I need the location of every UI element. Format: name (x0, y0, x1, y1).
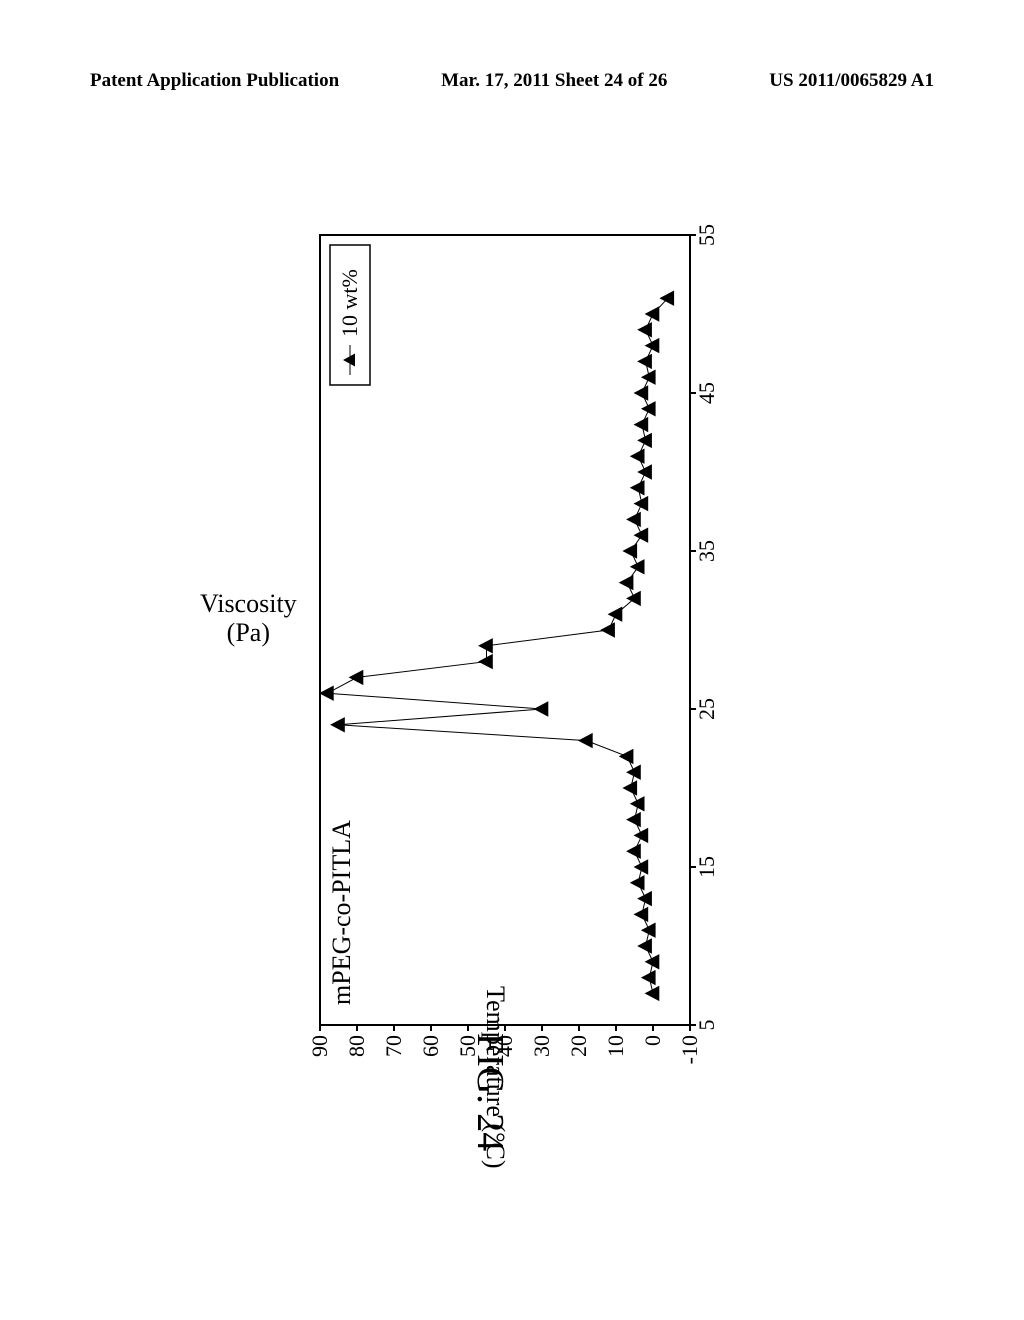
svg-text:0: 0 (640, 1035, 665, 1046)
svg-text:20: 20 (566, 1035, 591, 1057)
svg-text:10: 10 (603, 1035, 628, 1057)
svg-text:35: 35 (694, 540, 719, 562)
header-center: Mar. 17, 2011 Sheet 24 of 26 (441, 70, 667, 92)
svg-text:-10: -10 (677, 1035, 702, 1064)
svg-text:10 wt%: 10 wt% (337, 269, 362, 337)
svg-text:15: 15 (694, 856, 719, 878)
svg-text:30: 30 (529, 1035, 554, 1057)
header-right: US 2011/0065829 A1 (769, 70, 934, 92)
svg-text:55: 55 (694, 224, 719, 246)
patent-header: Patent Application Publication Mar. 17, … (0, 70, 1024, 92)
chart-svg: 51525354555-100102030405060708090mPEG-co… (260, 165, 770, 1085)
svg-text:90: 90 (307, 1035, 332, 1057)
y-axis-label: Viscosity (Pa) (200, 590, 297, 647)
svg-text:60: 60 (418, 1035, 443, 1057)
svg-text:70: 70 (381, 1035, 406, 1057)
svg-text:45: 45 (694, 382, 719, 404)
svg-text:5: 5 (694, 1020, 719, 1031)
svg-text:80: 80 (344, 1035, 369, 1057)
svg-text:25: 25 (694, 698, 719, 720)
figure-number: FIG. 24 (468, 1033, 512, 1151)
viscosity-chart: 51525354555-100102030405060708090mPEG-co… (260, 165, 770, 1085)
header-left: Patent Application Publication (90, 70, 339, 92)
svg-text:mPEG-co-PITLA: mPEG-co-PITLA (327, 820, 356, 1005)
